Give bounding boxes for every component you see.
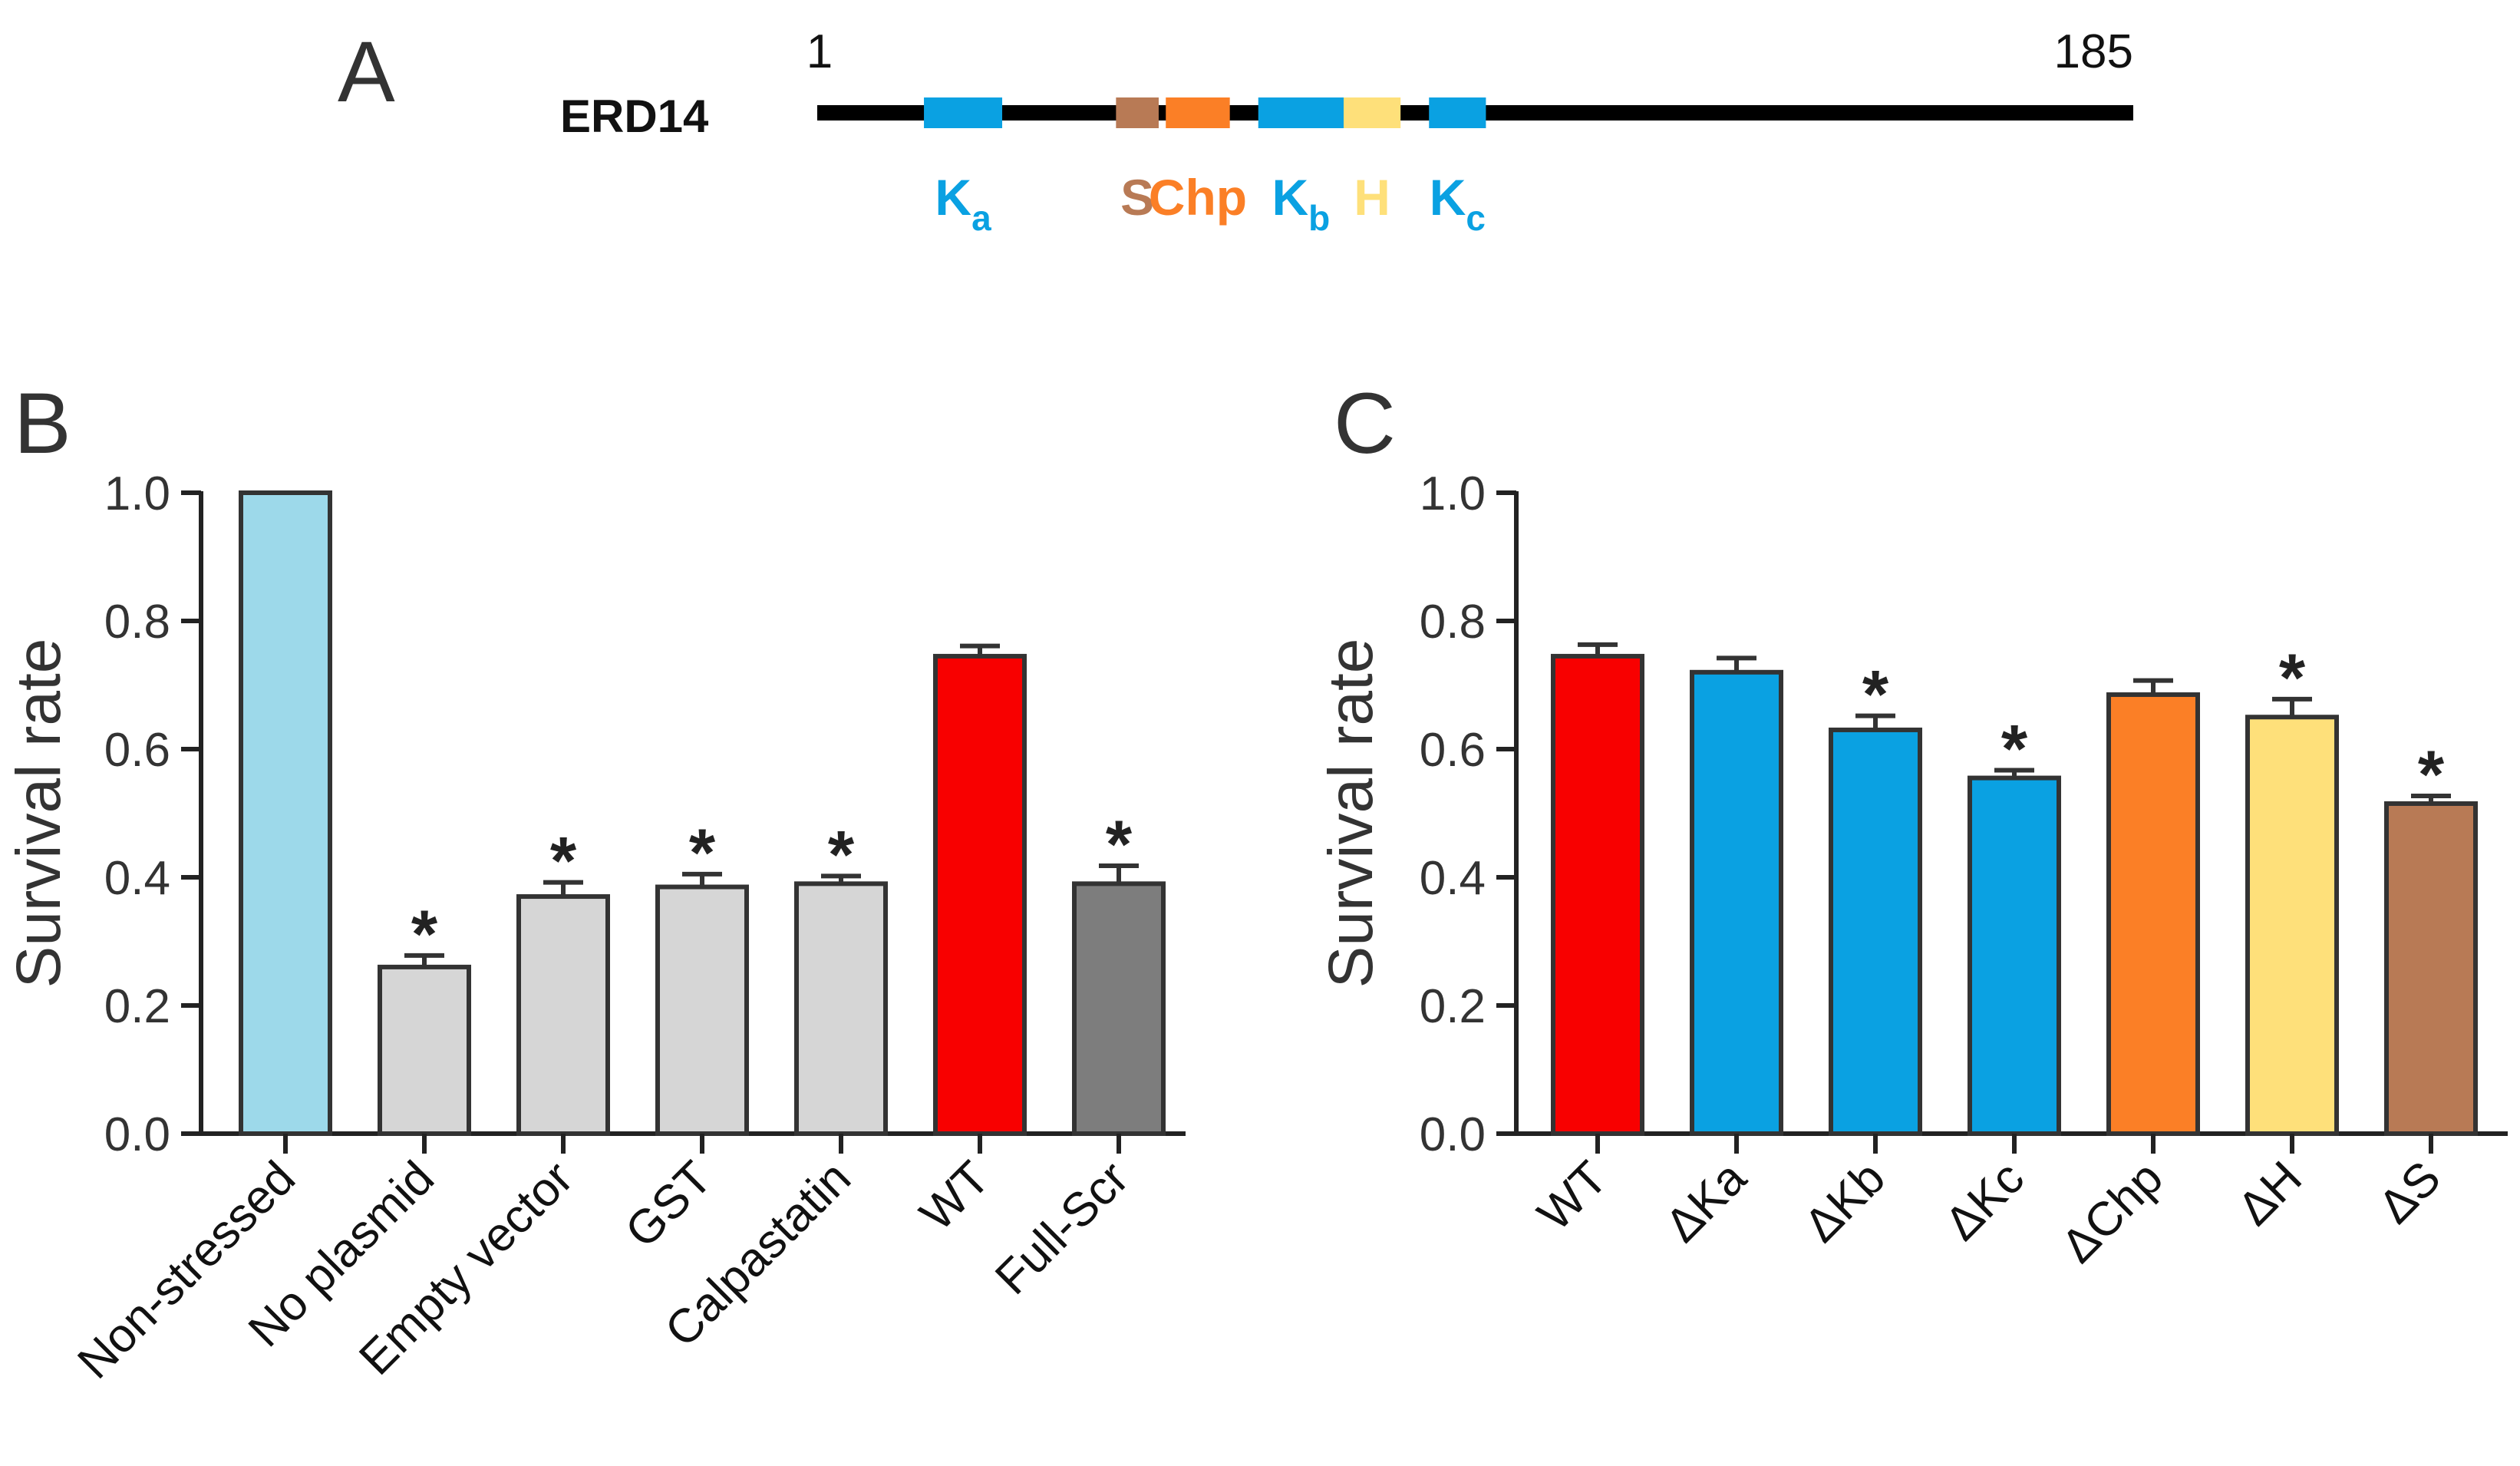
chart-b-bar-6 <box>1072 881 1166 1136</box>
chart-b-bar-1 <box>378 964 471 1137</box>
chart-c-bar-2 <box>1829 727 1922 1136</box>
chart-b-significance-3: * <box>689 814 716 890</box>
chart-c-category-label-1: ΔKa <box>1655 1151 1756 1253</box>
panel-b-chart: B Survival rate 0.0 0.2 0.4 0.6 0.8 1.0 Non-str… <box>4 375 1186 1389</box>
chart-b-bar-5 <box>933 653 1027 1136</box>
chart-c-y-tick-label-3: 0.6 <box>1420 724 1486 777</box>
chart-c-category-label-5: ΔH <box>2228 1151 2312 1236</box>
domain-segment-ka <box>924 97 1003 128</box>
chart-b-bar-3 <box>655 884 749 1137</box>
panel-letter-a: A <box>338 24 395 120</box>
chart-c-y-tick-label-1: 0.2 <box>1420 980 1486 1033</box>
chart-c-y-tick-label-0: 0.0 <box>1420 1108 1486 1161</box>
chart-b-y-tick-label-3: 0.6 <box>104 724 170 777</box>
chart-c-y-tick-label-4: 0.8 <box>1420 596 1486 649</box>
chart-b-significance-1: * <box>411 896 438 972</box>
domain-segment-h <box>1344 97 1401 128</box>
domain-label-text-chp: Chp <box>1149 169 1247 226</box>
domain-label-s: S <box>1120 169 1154 226</box>
chart-b-y-tick-label-1: 0.2 <box>104 980 170 1033</box>
chart-c-y-tick-label-5: 1.0 <box>1420 467 1486 520</box>
chart-b-category-label-3: GST <box>615 1151 722 1258</box>
domain-segment-kc <box>1429 97 1486 128</box>
chart-c-category-label-6: ΔS <box>2369 1151 2451 1233</box>
chart-c-significance-5: * <box>2279 639 2306 715</box>
chart-b-y-tick-label-0: 0.0 <box>104 1108 170 1161</box>
domain-label-text-kb: K <box>1272 169 1308 226</box>
domain-label-sub-kb: b <box>1308 198 1330 238</box>
domain-label-kb: Kb <box>1272 169 1330 238</box>
chart-c-y-axis-title: Survival rate <box>1316 639 1386 989</box>
chart-b-category-label-0: Non-stressed <box>68 1151 305 1389</box>
chart-b-category-label-6: Full-Scr <box>985 1151 1139 1305</box>
chart-c-significance-3: * <box>2001 711 2028 787</box>
protein-name: ERD14 <box>560 91 709 142</box>
chart-c-significance-2: * <box>1862 656 1889 732</box>
domain-segment-chp <box>1166 97 1230 128</box>
domain-label-ka: Ka <box>935 169 991 238</box>
domain-label-kc: Kc <box>1430 169 1486 238</box>
panel-c-chart: C Survival rate 0.0 0.2 0.4 0.6 0.8 1.0 WT ΔKa * Δ… <box>1316 375 2508 1273</box>
domain-label-sub-ka: a <box>971 198 991 238</box>
domain-label-h: H <box>1354 169 1390 226</box>
chart-b-significance-4: * <box>828 816 855 892</box>
chart-b-bar-4 <box>794 881 888 1136</box>
chart-c-bar-3 <box>1968 775 2061 1136</box>
chart-c-category-label-4: ΔChp <box>2051 1151 2173 1273</box>
chart-b-significance-2: * <box>550 823 577 899</box>
domain-label-text-h: H <box>1354 169 1390 226</box>
domain-label-chp: Chp <box>1149 169 1247 226</box>
end-position: 185 <box>2054 25 2133 78</box>
domain-label-text-s: S <box>1120 169 1154 226</box>
chart-b-y-tick-label-2: 0.4 <box>104 852 170 905</box>
chart-b-y-tick-label-4: 0.8 <box>104 596 170 649</box>
chart-b-y-tick-label-5: 1.0 <box>104 467 170 520</box>
chart-b-y-axis-title: Survival rate <box>4 639 74 989</box>
chart-c-bar-4 <box>2106 692 2200 1136</box>
chart-b-bar-2 <box>516 894 610 1137</box>
domain-label-text-ka: K <box>935 169 971 226</box>
panel-letter-c: C <box>1334 375 1396 471</box>
chart-c-category-label-2: ΔKb <box>1794 1151 1895 1253</box>
domain-label-sub-kc: c <box>1466 198 1486 238</box>
chart-c-bar-6 <box>2384 801 2478 1136</box>
chart-c-y-tick-label-2: 0.4 <box>1420 852 1486 905</box>
chart-b-bar-0 <box>239 490 332 1136</box>
domain-segment-kb <box>1258 97 1344 128</box>
chart-c-bar-1 <box>1690 669 1783 1136</box>
start-position: 1 <box>806 25 833 78</box>
chart-c-significance-6: * <box>2418 736 2445 812</box>
chart-c-category-label-0: WT <box>1528 1151 1618 1241</box>
chart-b-significance-6: * <box>1106 806 1133 882</box>
chart-c-category-label-3: ΔKc <box>1935 1151 2034 1250</box>
domain-label-text-kc: K <box>1430 169 1466 226</box>
panel-letter-b: B <box>14 375 71 471</box>
chart-b-category-label-5: WT <box>910 1151 1000 1241</box>
chart-c-bar-5 <box>2245 715 2339 1136</box>
domain-segment-s <box>1116 97 1159 128</box>
chart-c-bar-0 <box>1551 653 1644 1136</box>
